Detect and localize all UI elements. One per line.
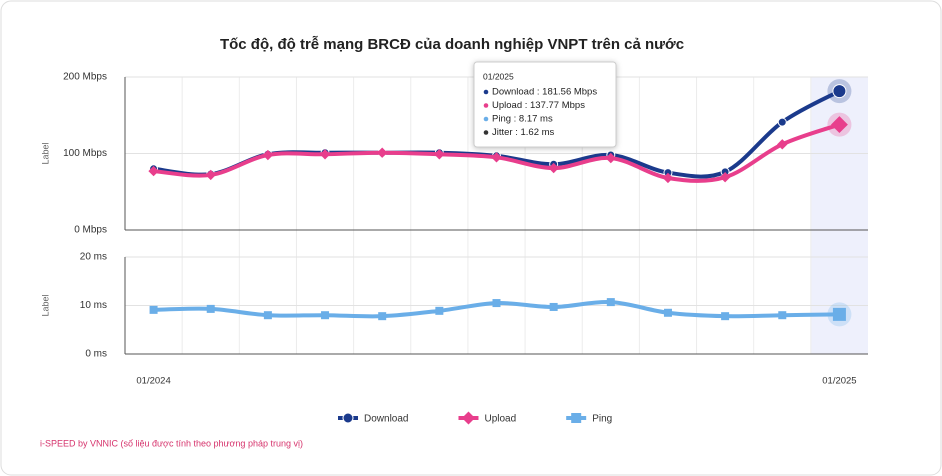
point (376, 147, 388, 158)
point (378, 312, 387, 321)
point (435, 306, 444, 315)
point (832, 84, 847, 99)
point (205, 169, 216, 181)
point (606, 298, 615, 307)
chart-title: Tốc độ, độ trễ mạng BRCĐ của doanh nghiệ… (220, 36, 684, 53)
y-tick-label: 0 Mbps (74, 225, 107, 236)
legend-item: Upload (458, 411, 516, 425)
point (548, 162, 559, 174)
legend-item: Ping (566, 413, 612, 425)
legend-label: Download (364, 414, 408, 425)
point (321, 311, 330, 320)
footnote: i-SPEED by VNNIC (số liệu được tính theo… (40, 438, 303, 448)
tooltip-item: Jitter : 1.62 ms (492, 127, 555, 138)
point (832, 307, 846, 321)
point (492, 299, 501, 308)
legend-item: Download (338, 412, 408, 425)
y-axis-label: Label (40, 294, 50, 316)
legend-marker (571, 413, 582, 423)
tooltip: 01/2025 Download : 181.56 Mbps Upload : 1… (473, 61, 617, 148)
series (148, 112, 852, 184)
y-tick-label: 20 ms (80, 252, 107, 263)
point (662, 172, 674, 184)
point (549, 302, 558, 311)
x-tick-label: 01/2024 (136, 376, 170, 387)
tooltip-bullet (483, 116, 489, 122)
y-tick-label: 10 ms (80, 300, 107, 311)
legend-label: Ping (592, 414, 612, 425)
point (605, 152, 617, 164)
x-tick-label: 01/2025 (822, 376, 856, 387)
tooltip-bullet (483, 89, 489, 95)
point (149, 305, 158, 314)
point (262, 149, 274, 161)
point (830, 116, 848, 134)
point (778, 311, 787, 320)
tooltip-item: Ping : 8.17 ms (492, 114, 553, 125)
point (263, 311, 272, 320)
y-tick-label: 100 Mbps (63, 148, 107, 159)
point (721, 312, 730, 321)
y-tick-label: 200 Mbps (63, 72, 107, 83)
point (206, 304, 215, 313)
legend-label: Upload (484, 414, 516, 425)
tooltip-bullet (483, 130, 489, 135)
point (491, 152, 502, 163)
legend: Download Upload Ping (338, 411, 612, 425)
y-tick-label: 0 ms (85, 349, 107, 360)
point (434, 149, 445, 160)
y-axis-label: Label (40, 142, 50, 164)
point (148, 165, 159, 177)
tooltip-title: 01/2025 (483, 71, 514, 81)
tooltip-item: Upload : 137.77 Mbps (492, 100, 585, 111)
point (663, 308, 672, 317)
tooltip-box (473, 61, 617, 148)
point (777, 117, 787, 127)
plot: 0 Mbps 100 Mbps 200 Mbps Label 0 ms 10 ms 20 m… (40, 72, 868, 387)
legend-marker (342, 412, 354, 424)
point (777, 139, 788, 150)
tooltip-bullet (483, 103, 489, 108)
tooltip-item: Download : 181.56 Mbps (492, 87, 597, 98)
legend-marker (461, 411, 475, 425)
point (719, 172, 731, 183)
series (149, 298, 852, 327)
point (319, 149, 331, 160)
